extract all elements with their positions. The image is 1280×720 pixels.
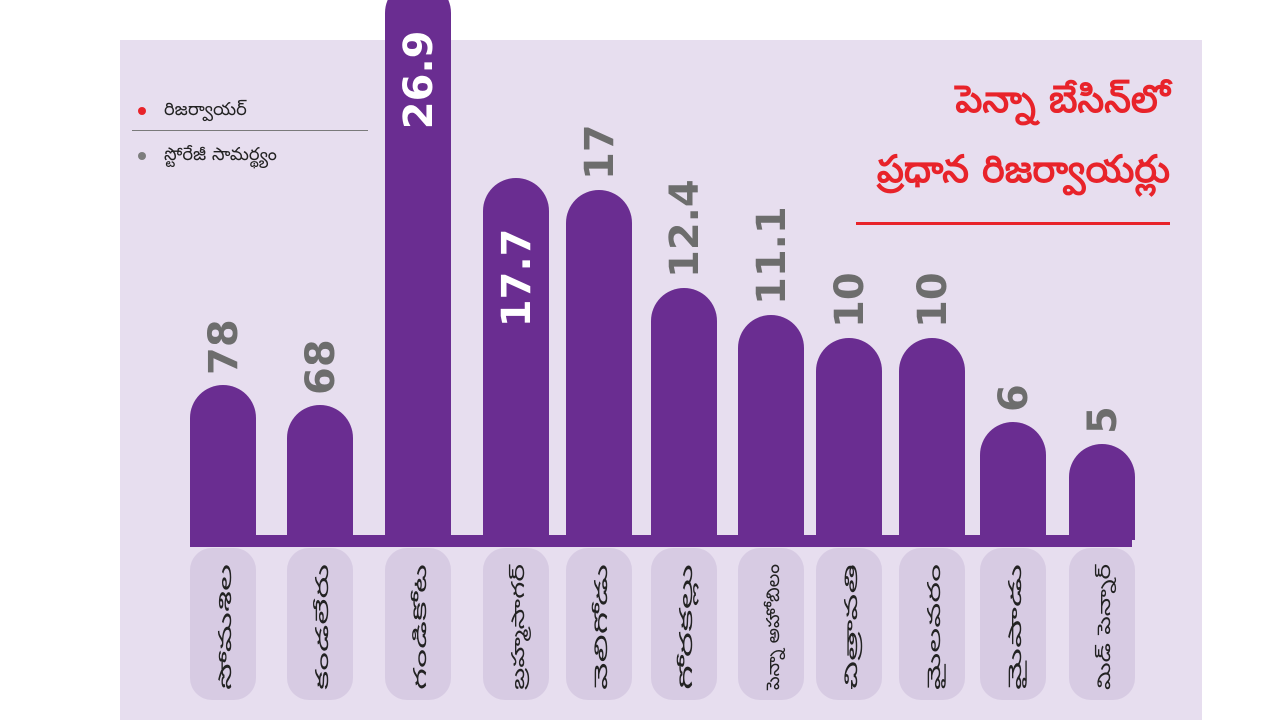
legend-label-reservoir: రిజర్వాయర్ — [164, 98, 247, 120]
category-label: మైపాడు — [1005, 564, 1027, 690]
category-label: బ్రహ్మసాగర్ — [508, 563, 531, 690]
value-label: 6 — [991, 384, 1037, 412]
bar — [287, 405, 353, 540]
category-label-pill — [651, 548, 717, 700]
legend: రిజర్వాయర్ స్టోరేజీ సామర్థ్యం — [132, 96, 372, 171]
bar — [566, 190, 632, 540]
chart-title-line-1: పెన్నా బేసిన్‌లో — [955, 77, 1170, 121]
category-label: చిత్రావతి — [841, 564, 863, 690]
category-label: వెలిగోడు — [591, 564, 612, 690]
category-label: సోమశిల — [215, 564, 236, 690]
value-label: 10 — [910, 272, 956, 328]
bar — [651, 288, 717, 540]
category-label: మైలవరం — [924, 564, 946, 690]
value-label: 17 — [577, 124, 623, 180]
category-label-pill — [385, 548, 451, 700]
value-label: 26.9 — [396, 30, 442, 129]
bar — [899, 338, 965, 540]
bar — [190, 385, 256, 540]
title-underline — [856, 222, 1170, 225]
value-label: 68 — [298, 339, 344, 395]
bar — [738, 315, 804, 540]
bar — [385, 0, 451, 540]
value-label: 12.4 — [662, 179, 708, 278]
value-label: 11.1 — [749, 206, 795, 305]
legend-label-storage: స్టోరేజీ సామర్థ్యం — [164, 143, 277, 165]
value-label: 10 — [827, 272, 873, 328]
value-label: 78 — [201, 319, 247, 375]
category-label: కండలేరు — [312, 564, 333, 690]
bar — [980, 422, 1046, 540]
bar — [483, 178, 549, 540]
value-label: 17.7 — [494, 228, 540, 327]
legend-dot-grey — [138, 152, 146, 160]
category-label: గండికోట — [410, 564, 431, 690]
category-label: పెన్నా అహోబిలం — [763, 564, 786, 691]
category-label-pill — [1069, 548, 1135, 700]
legend-dot-red — [138, 107, 146, 115]
category-label: గోరకల్లు — [676, 564, 699, 690]
bar — [816, 338, 882, 540]
chart-title-line-2: ప్రధాన రిజర్వాయర్లు — [876, 147, 1170, 191]
category-label-pill — [566, 548, 632, 700]
category-label-pill — [899, 548, 965, 700]
category-label: మిడ్ పెన్నార్ — [1094, 564, 1117, 690]
legend-divider — [132, 130, 368, 131]
value-label: 5 — [1080, 406, 1126, 434]
legend-item-storage: స్టోరేజీ సామర్థ్యం — [132, 141, 372, 171]
category-label-pill — [980, 548, 1046, 700]
bar — [1069, 444, 1135, 540]
category-label-pill — [738, 548, 804, 700]
category-label-pill — [483, 548, 549, 700]
category-label-pill — [816, 548, 882, 700]
legend-item-reservoir: రిజర్వాయర్ — [132, 96, 372, 126]
category-label-pill — [287, 548, 353, 700]
category-label-pill — [190, 548, 256, 700]
